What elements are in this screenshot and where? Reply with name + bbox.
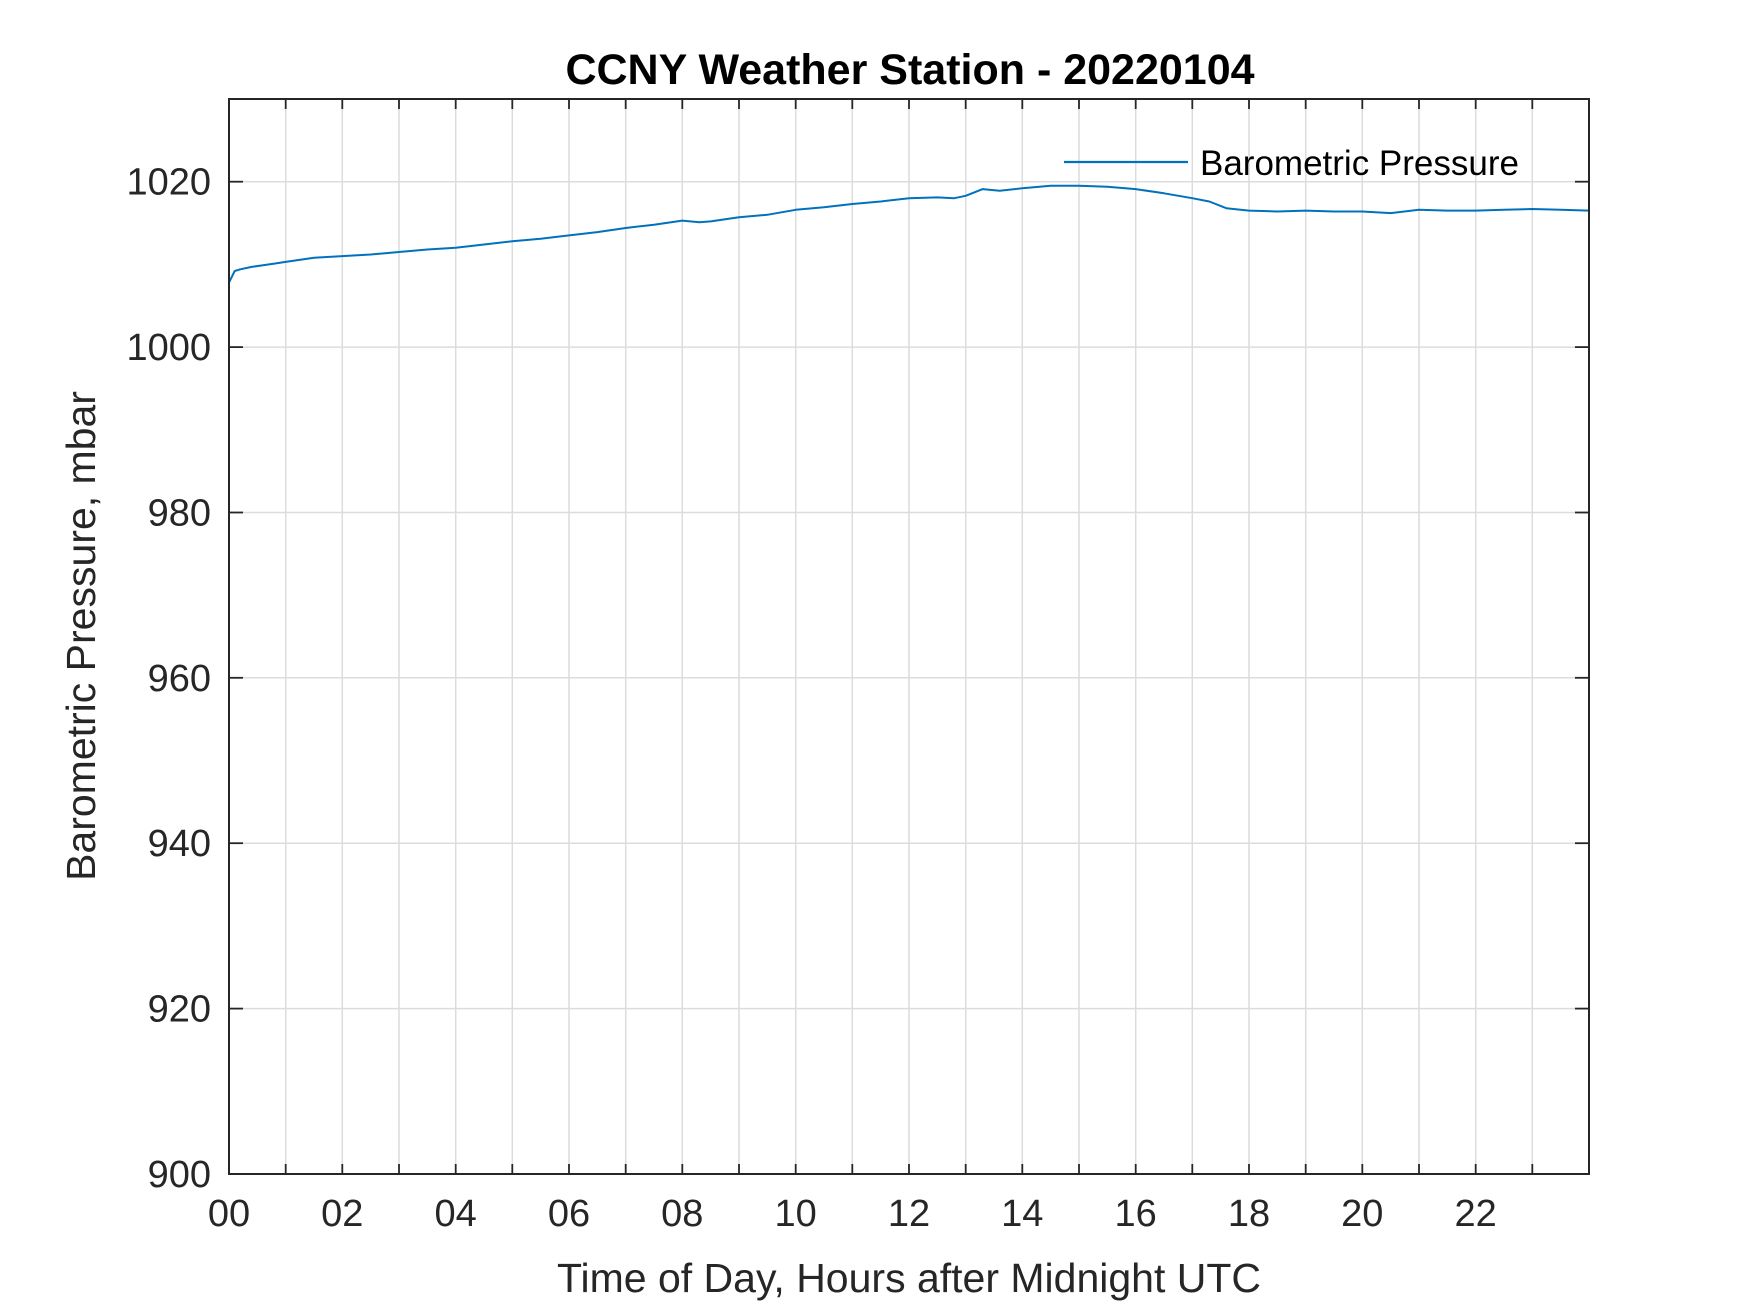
x-tick-label: 14 xyxy=(1001,1193,1043,1235)
y-tick-label: 1020 xyxy=(126,162,211,204)
series-lines xyxy=(228,184,1590,284)
series-line-barometric-pressure xyxy=(228,184,1590,284)
x-tick-label: 04 xyxy=(435,1193,477,1235)
y-tick-label: 960 xyxy=(148,658,211,700)
y-tick-labels: 900 920 940 960 980 1000 1020 xyxy=(126,162,211,1196)
x-tick-label: 12 xyxy=(888,1193,930,1235)
x-axis-label: Time of Day, Hours after Midnight UTC xyxy=(557,1255,1261,1301)
x-tick-label: 22 xyxy=(1455,1193,1497,1235)
tick-marks xyxy=(229,99,1589,1175)
x-tick-label: 16 xyxy=(1115,1193,1157,1235)
x-tick-label: 02 xyxy=(321,1193,363,1235)
y-tick-label: 920 xyxy=(148,989,211,1031)
x-tick-label: 20 xyxy=(1341,1193,1383,1235)
y-tick-label: 1000 xyxy=(126,327,211,369)
x-tick-label: 18 xyxy=(1228,1193,1270,1235)
x-tick-label: 00 xyxy=(208,1193,250,1235)
y-axis-label: Barometric Pressure, mbar xyxy=(58,391,104,881)
x-tick-label: 08 xyxy=(661,1193,703,1235)
x-tick-label: 10 xyxy=(775,1193,817,1235)
grid-lines xyxy=(229,99,1589,1174)
chart-title: CCNY Weather Station - 20220104 xyxy=(565,46,1254,94)
y-tick-label: 980 xyxy=(148,493,211,535)
y-tick-label: 940 xyxy=(148,823,211,865)
x-tick-labels: 00 02 04 06 08 10 12 14 16 18 20 22 xyxy=(208,1193,1497,1235)
x-tick-label: 06 xyxy=(548,1193,590,1235)
legend: Barometric Pressure xyxy=(1064,144,1519,183)
y-tick-label: 900 xyxy=(148,1154,211,1196)
plot-area-frame xyxy=(228,98,1590,1175)
legend-label-barometric-pressure: Barometric Pressure xyxy=(1200,144,1519,183)
